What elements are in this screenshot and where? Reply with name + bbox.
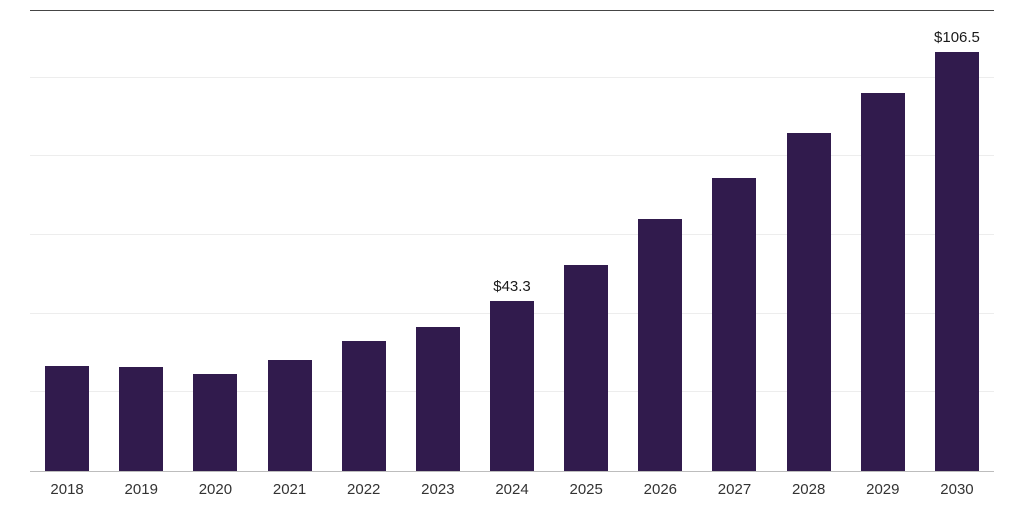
- bar-slot-2028: [772, 11, 846, 471]
- bar-2030: $106.5: [934, 29, 980, 471]
- bar-slot-2024: $43.3: [475, 11, 549, 471]
- x-tick-2030: 2030: [940, 481, 974, 498]
- x-tick-2027: 2027: [717, 481, 752, 498]
- x-tick-2022: 2022: [347, 481, 381, 498]
- bar-slot-2019: [104, 11, 178, 471]
- bar-2024: $43.3: [490, 278, 535, 471]
- bar-2029: [860, 92, 905, 471]
- bar-slot-2029: [846, 11, 920, 471]
- bar-2021: [267, 359, 312, 471]
- bar-2027: [712, 177, 757, 471]
- x-tick-2025: 2025: [569, 481, 603, 498]
- bar-slot-2023: [401, 11, 475, 471]
- bar-slot-2026: [623, 11, 697, 471]
- x-tick-2026: 2026: [643, 481, 678, 498]
- bar-slot-2025: [549, 11, 623, 471]
- bar-slot-2027: [697, 11, 771, 471]
- x-tick-2029: 2029: [866, 481, 900, 498]
- bar-slot-2020: [178, 11, 252, 471]
- bar-2025: [564, 264, 609, 471]
- gridline-100: [30, 76, 994, 78]
- gridline-80: [30, 155, 994, 157]
- gridline-60: [30, 234, 994, 236]
- bar-2019: [119, 366, 164, 471]
- bar-value-label-2030: $106.5: [934, 29, 980, 47]
- x-tick-2021: 2021: [272, 481, 307, 498]
- bar-2022: [341, 340, 386, 471]
- plot-area: $43.3 $106.5: [30, 10, 994, 472]
- bar-2026: [638, 218, 683, 471]
- bar-slot-2018: [30, 11, 104, 471]
- x-tick-2018: 2018: [50, 481, 84, 498]
- bar-series: $43.3 $106.5: [30, 11, 994, 471]
- x-tick-2028: 2028: [791, 481, 826, 498]
- bar-slot-2030: $106.5: [920, 11, 994, 471]
- bar-slot-2022: [327, 11, 401, 471]
- bar-2028: [786, 132, 831, 471]
- x-tick-2019: 2019: [124, 481, 158, 498]
- bar-2020: [193, 373, 238, 471]
- x-tick-2023: 2023: [421, 481, 455, 498]
- bar-2018: [45, 366, 90, 471]
- bar-slot-2021: [252, 11, 326, 471]
- bar-2023: [415, 326, 460, 471]
- x-tick-2020: 2020: [198, 481, 233, 498]
- x-axis: 2018 2019 2020 2021 2022 2023 2024 2025 2026 2027…: [30, 478, 994, 502]
- bar-value-label-2024: $43.3: [493, 277, 531, 295]
- x-tick-2024: 2024: [495, 481, 529, 498]
